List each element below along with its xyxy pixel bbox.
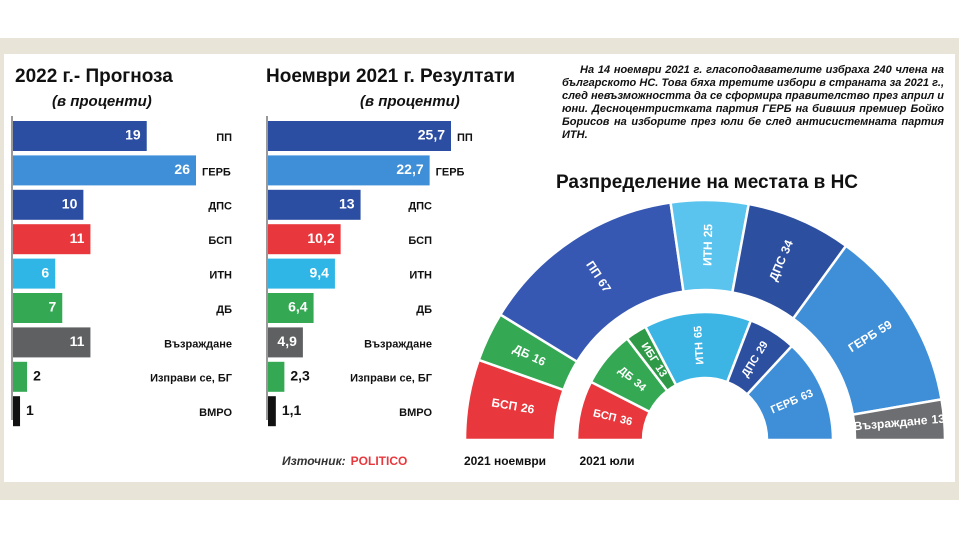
ring-label: 2021 ноември [464,454,546,468]
category-label: Изправи се, БГ [150,373,233,385]
bar [13,293,63,323]
value-label: 2,3 [290,368,310,384]
value-label: 2 [33,368,41,384]
bar [268,361,285,392]
segment-value: 16 [530,351,548,370]
value-label: 10 [62,196,78,212]
category-label: ПП [216,132,232,144]
chart-subtitle: (в проценти) [52,93,152,110]
bar [13,121,147,151]
category-label: ПП [457,132,473,144]
segment-value: 26 [520,401,536,417]
category-label: БСП [208,235,232,247]
source-label: Източник: [282,454,346,468]
ring-label: 2021 юли [580,454,635,468]
value-label: 1 [26,402,34,418]
category-label: ДБ [416,304,432,316]
segment-name: ИТН [701,241,715,266]
bar [268,121,451,151]
category-label: Възраждане [364,338,432,350]
segment-label: БСП36 [592,407,634,428]
bar [268,293,314,323]
category-label: ВМРО [199,407,232,419]
source: Източник: POLITICO [282,454,407,468]
chart-title: Разпределение на местата в НС [556,172,858,193]
segment-name: Възраждане [853,413,928,433]
segment-label: БСП 26 [491,396,536,417]
segment-label: Възраждане 13 [853,412,946,434]
bar [268,224,341,255]
category-label: БСП [408,235,432,247]
value-label: 25,7 [418,127,445,143]
value-label: 1,1 [282,402,302,418]
bar [13,258,56,289]
value-label: 6 [41,264,49,280]
segment-label: ИТН 25 [701,224,716,267]
category-label: ДПС [408,201,432,213]
category-label: ГЕРБ [202,166,231,178]
description: На 14 ноември 2021 г. гласоподавателите … [562,64,944,141]
bar [268,396,276,427]
value-label: 22,7 [396,161,423,177]
value-label: 4,9 [277,333,297,349]
category-label: Изправи се, БГ [350,373,433,385]
bar [13,224,91,255]
value-label: 6,4 [288,299,308,315]
value-label: 10,2 [307,230,334,246]
category-label: ДБ [216,304,232,316]
segment-name: БСП [491,396,519,414]
segment-value: 34 [778,238,796,256]
value-label: 13 [339,196,355,212]
segment-value: 25 [701,224,715,238]
value-label: 9,4 [309,264,329,280]
bar [13,361,28,392]
seat-segment [851,397,947,442]
value-label: 7 [48,299,56,315]
category-label: ГЕРБ [436,166,465,178]
segment-name: ДБ [511,342,533,362]
bar [13,396,21,427]
chart-title: Ноември 2021 г. Резултати [266,66,515,87]
bar [268,189,361,220]
value-label: 11 [70,333,85,349]
bar [13,155,196,186]
bar [268,258,335,289]
segment-value: 13 [931,412,946,427]
value-label: 26 [174,161,190,177]
seat-segment [745,344,835,442]
segment-value: 36 [619,414,634,429]
category-label: ВМРО [399,407,432,419]
chart-title: 2022 г.- Прогноза [15,66,173,87]
segment-name: ИТН [693,342,706,365]
chart-subtitle: (в проценти) [360,93,460,110]
segment-value: 65 [692,325,705,338]
category-label: ИТН [209,270,232,282]
bar [268,327,303,358]
segment-value: 63 [799,387,815,403]
segment-name: БСП [592,407,618,424]
bar [13,189,84,220]
bar [268,155,430,186]
value-label: 11 [70,230,85,246]
category-label: ИТН [409,270,432,282]
segment-value: 29 [754,339,771,356]
value-label: 19 [125,127,141,143]
bar [13,327,91,358]
source-name: POLITICO [351,454,408,468]
category-label: ДПС [208,201,232,213]
category-label: Възраждане [164,338,232,350]
segment-label: ИТН 65 [692,325,706,364]
segment-label: ДБ16 [511,342,548,370]
